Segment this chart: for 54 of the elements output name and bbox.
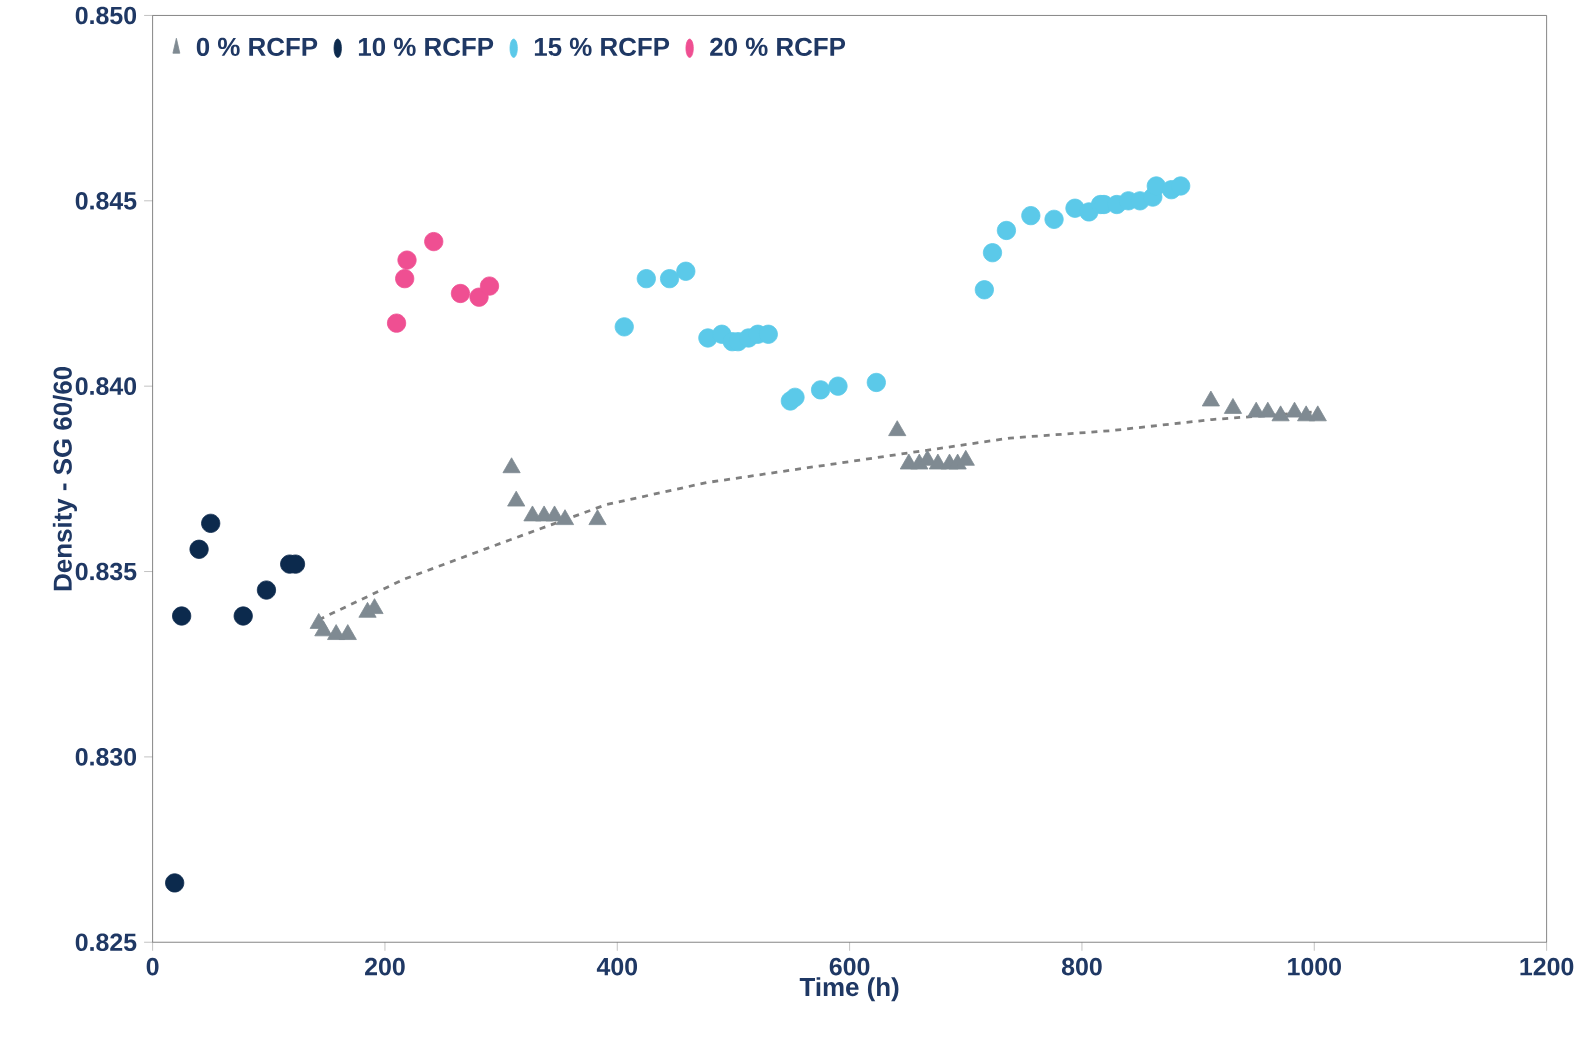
point — [1171, 176, 1191, 196]
point — [974, 280, 994, 300]
point — [1258, 401, 1277, 418]
point — [201, 513, 221, 533]
point — [828, 376, 848, 396]
point — [866, 372, 886, 392]
point — [469, 287, 489, 307]
point — [785, 387, 805, 407]
x-tick-label: 1200 — [1520, 957, 1574, 976]
x-tick-label: 400 — [596, 957, 638, 976]
point — [888, 420, 907, 436]
point — [996, 220, 1016, 240]
x-tick-label: 800 — [1061, 957, 1102, 976]
point — [1271, 405, 1290, 422]
point — [1308, 405, 1327, 422]
y-tick-label: 0.830 — [75, 747, 137, 766]
point — [1201, 390, 1220, 407]
point — [386, 313, 407, 333]
point — [982, 243, 1003, 263]
point — [1146, 176, 1166, 196]
point — [1021, 205, 1041, 226]
x-tick-label: 200 — [365, 957, 405, 976]
x-tick-label: 0 — [146, 957, 159, 976]
y-tick-label: 0.825 — [75, 933, 137, 951]
legend-label: 10 % RCFP — [358, 37, 494, 56]
point — [507, 490, 526, 507]
point — [614, 317, 634, 337]
point — [395, 268, 415, 289]
point — [555, 509, 575, 525]
y-tick-label: 0.840 — [75, 377, 137, 395]
point — [676, 261, 696, 281]
legend-label: 0 % RCFP — [196, 37, 318, 56]
point — [811, 380, 831, 400]
point — [659, 268, 680, 289]
legend-label: 20 % RCFP — [710, 37, 846, 56]
point — [1285, 401, 1304, 418]
point — [338, 624, 357, 640]
point — [1223, 397, 1242, 414]
point — [424, 231, 444, 252]
point — [636, 268, 656, 289]
point — [450, 283, 471, 303]
point — [588, 509, 607, 525]
point — [479, 276, 500, 296]
x-tick-label: 1000 — [1288, 957, 1341, 976]
point — [502, 457, 521, 473]
y-tick-label: 0.845 — [75, 191, 137, 210]
x-tick-label: 600 — [829, 957, 870, 976]
y-tick-label: 0.850 — [75, 6, 137, 25]
legend-label: 15 % RCFP — [534, 37, 670, 56]
point — [1044, 209, 1064, 229]
x-axis-title: Time (h) — [799, 977, 899, 1002]
point — [314, 620, 333, 637]
point — [397, 250, 417, 270]
y-tick-label: 0.835 — [75, 562, 137, 581]
